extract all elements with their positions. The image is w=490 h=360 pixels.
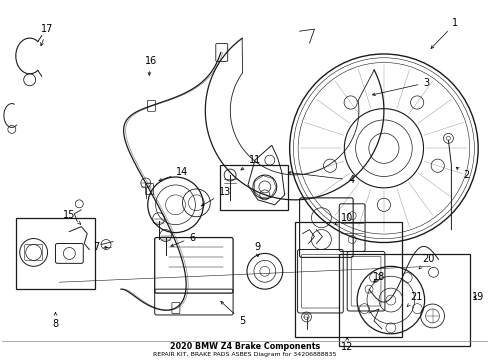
Text: 8: 8 xyxy=(52,312,58,329)
Text: 20: 20 xyxy=(419,255,435,269)
Text: 2020 BMW Z4 Brake Components: 2020 BMW Z4 Brake Components xyxy=(170,342,320,351)
Text: 7: 7 xyxy=(93,243,107,252)
Bar xyxy=(294,222,402,337)
Text: 10: 10 xyxy=(335,213,353,224)
Bar xyxy=(220,165,288,210)
Text: 3: 3 xyxy=(372,78,430,96)
Text: 12: 12 xyxy=(341,338,353,352)
Text: REPAIR KIT, BRAKE PADS ASBES Diagram for 34206888835: REPAIR KIT, BRAKE PADS ASBES Diagram for… xyxy=(153,352,337,357)
Text: 19: 19 xyxy=(472,292,484,302)
Text: 2: 2 xyxy=(456,167,469,180)
Text: 18: 18 xyxy=(373,272,385,282)
Text: 21: 21 xyxy=(407,292,423,307)
Text: 14: 14 xyxy=(159,167,189,181)
Text: 16: 16 xyxy=(145,56,157,75)
Text: 11: 11 xyxy=(241,155,261,170)
Text: 17: 17 xyxy=(41,24,54,46)
Text: 6: 6 xyxy=(171,233,196,246)
Text: 4: 4 xyxy=(288,171,354,185)
Text: 9: 9 xyxy=(255,243,261,257)
Text: 15: 15 xyxy=(63,210,81,224)
Text: 13: 13 xyxy=(201,187,231,206)
Text: 1: 1 xyxy=(431,18,459,49)
Bar xyxy=(16,218,95,289)
Bar xyxy=(339,255,470,346)
Text: 5: 5 xyxy=(221,301,245,326)
